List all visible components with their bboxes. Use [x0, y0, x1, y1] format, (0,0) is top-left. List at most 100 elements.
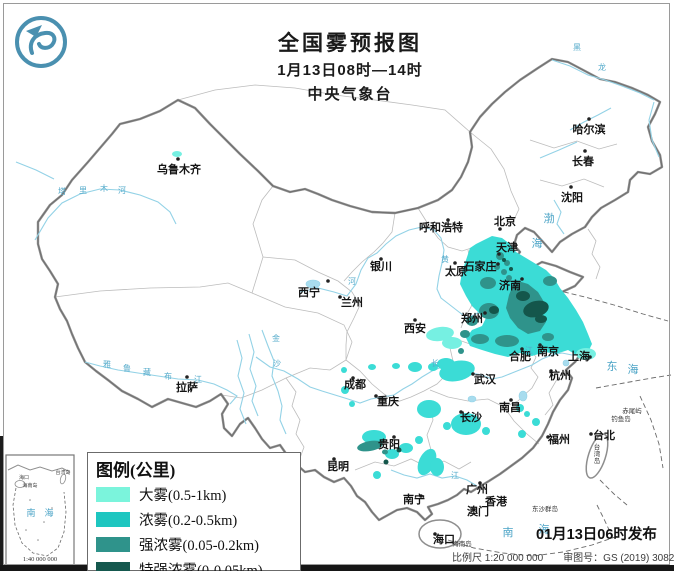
inset-hainan-island	[14, 480, 26, 488]
city-label: 西宁	[298, 285, 320, 299]
river	[15, 161, 55, 180]
page-title: 全国雾预报图	[278, 32, 422, 55]
river	[84, 361, 238, 405]
province-border	[544, 369, 567, 416]
river-label: 藏	[143, 367, 151, 377]
city-label: 银川	[370, 259, 392, 273]
legend-row: 强浓雾(0.05-0.2km)	[88, 532, 300, 557]
legend-row: 特强浓雾(0-0.05km)	[88, 557, 300, 571]
river	[551, 59, 655, 101]
fog-patch	[480, 277, 496, 289]
issued-time: 01月13日06时发布	[536, 527, 657, 543]
city-label: 长春	[572, 154, 595, 168]
city-dot	[379, 257, 383, 261]
city-label: 台北	[593, 428, 615, 442]
river-label: 沙	[273, 359, 281, 368]
city-label: 杭州	[549, 368, 571, 382]
city-dot	[483, 311, 487, 315]
river	[648, 101, 660, 158]
fog-patch	[408, 362, 422, 372]
fog-patch	[437, 358, 455, 370]
river-label: 江	[194, 375, 202, 384]
inset-scale-label: 1:40 000 000	[23, 556, 57, 563]
city-label: 成都	[344, 377, 366, 391]
fog-patch	[542, 333, 554, 341]
fog-patch	[504, 260, 510, 266]
legend-swatch	[96, 487, 130, 502]
fog-patch	[451, 413, 481, 435]
fog-patch	[341, 367, 347, 373]
fog-patch	[543, 276, 557, 286]
maritime-boundary	[599, 479, 628, 506]
city-dot	[338, 295, 342, 299]
city-dot	[413, 318, 417, 322]
legend-label: 强浓雾(0.05-0.2km)	[139, 538, 260, 554]
legend-swatch	[96, 537, 130, 552]
island-label: 海南岛	[452, 539, 472, 548]
river	[248, 333, 259, 417]
fog-patch	[482, 427, 490, 435]
city-dot	[351, 376, 355, 380]
lake	[467, 395, 477, 403]
fog-patch	[443, 422, 451, 430]
fog-patch	[532, 418, 540, 426]
city-label: 西安	[404, 321, 426, 335]
river	[255, 352, 582, 404]
sea-label: 东	[607, 360, 618, 373]
city-label: 呼和浩特	[419, 220, 463, 234]
city-dot	[374, 394, 378, 398]
cma-dragon-logo-icon	[15, 16, 67, 68]
city-dot	[583, 149, 587, 153]
screenshot-left-edge	[0, 436, 3, 571]
city-dot	[332, 457, 336, 461]
city-dot	[496, 262, 500, 266]
city-dot	[588, 355, 592, 359]
fog-patch	[509, 267, 513, 271]
city-label: 南宁	[403, 492, 425, 506]
screenshot-bottom-edge	[0, 565, 674, 571]
city-label: 广州	[466, 482, 488, 496]
city-label: 长沙	[460, 410, 482, 424]
city-label: 沈阳	[561, 190, 583, 204]
province-border	[262, 256, 361, 360]
inset-coastline	[7, 464, 71, 473]
fog-patch	[471, 334, 489, 344]
city-label: 香港	[484, 494, 508, 508]
city-dot	[459, 410, 463, 414]
city-label: 太原	[444, 264, 467, 278]
city-label: 兰州	[341, 295, 363, 309]
fog-patch	[415, 436, 423, 444]
inset-place-label: 台湾岛	[55, 469, 70, 476]
city-dot	[446, 218, 450, 222]
river-label: 龙	[598, 62, 606, 72]
forecast-period: 1月13日08时—14时	[277, 62, 423, 79]
city-dot	[498, 227, 502, 231]
fog-patch	[396, 447, 402, 453]
fog-patch	[385, 449, 399, 459]
city-label: 济南	[499, 278, 521, 292]
river-label: 黄	[441, 254, 449, 264]
city-label: 北京	[494, 214, 516, 228]
city-dot	[176, 157, 180, 161]
river	[539, 141, 578, 159]
city-label: 哈尔滨	[573, 122, 606, 136]
sea-label: 南	[503, 526, 514, 539]
legend-title: 图例(公里)	[96, 461, 176, 480]
city-dot	[509, 398, 513, 402]
inset-nine-dash-line	[12, 487, 67, 557]
inset-sea-label: 南	[26, 507, 35, 518]
river-label: 里	[79, 186, 87, 195]
city-label: 昆明	[327, 460, 349, 473]
city-label: 石家庄	[463, 259, 497, 273]
province-border	[54, 282, 253, 298]
legend-box: 图例(公里) 大雾(0.5-1km) 浓雾(0.2-0.5km) 强浓雾(0.05-…	[87, 452, 301, 571]
city-label: 拉萨	[176, 380, 198, 394]
city-label: 南昌	[499, 400, 521, 414]
legend-label: 浓雾(0.2-0.5km)	[139, 513, 238, 529]
river-label: 江	[525, 346, 533, 355]
city-dot	[433, 532, 437, 536]
legend-label: 特强浓雾(0-0.05km)	[139, 563, 263, 571]
approval-number: 审图号：GS (2019) 3082号	[563, 553, 674, 564]
island-label: 钓鱼岛	[611, 414, 631, 423]
